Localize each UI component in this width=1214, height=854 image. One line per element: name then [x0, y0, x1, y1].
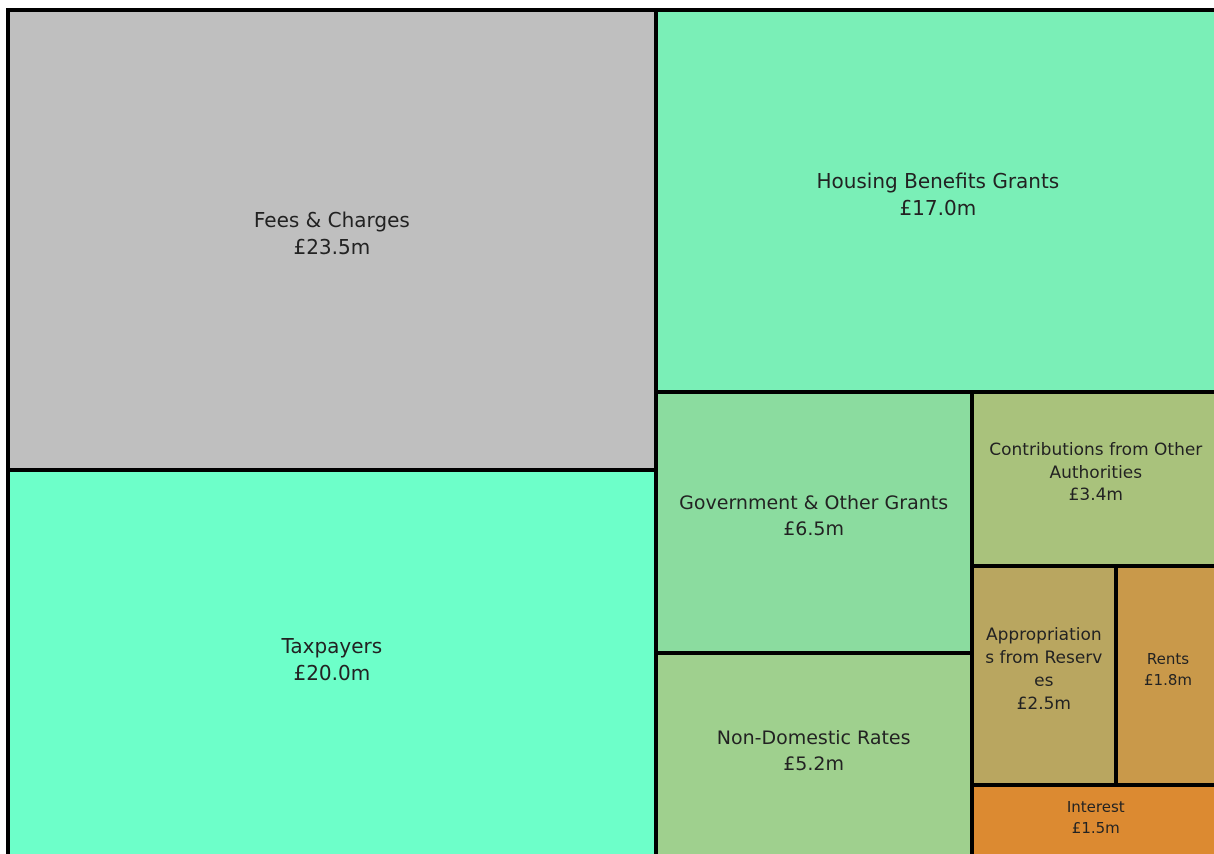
treemap-cell: Taxpayers £20.0m — [6, 468, 658, 854]
cell-value-label: £5.2m — [783, 752, 845, 775]
cell-value-label: £17.0m — [899, 196, 977, 221]
treemap-cell: Non-Domestic Rates £5.2m — [653, 651, 974, 854]
treemap-cell: Government & Other Grants £6.5m — [653, 390, 974, 656]
cell-label: Non-Domestic Rates — [716, 726, 911, 749]
cell-value-label: £1.8m — [1143, 670, 1192, 689]
treemap-cell: Rents £1.8m — [1114, 563, 1214, 788]
cell-label: Housing Benefits Grants — [816, 169, 1060, 194]
cell-label: Appropriations from Reserves — [985, 624, 1103, 691]
treemap-cell: Housing Benefits Grants £17.0m — [653, 8, 1214, 395]
cell-value-label: £2.5m — [1016, 693, 1071, 714]
treemap-cell: Fees & Charges £23.5m — [6, 8, 658, 473]
cell-value-label: £23.5m — [293, 235, 371, 260]
cell-label: Interest — [1066, 798, 1125, 817]
cell-value-label: £20.0m — [293, 661, 371, 686]
cell-label: Government & Other Grants — [679, 492, 949, 515]
cell-value-label: £6.5m — [783, 517, 845, 540]
cell-value-label: £1.5m — [1071, 818, 1120, 837]
cell-label: Fees & Charges — [253, 208, 410, 233]
cell-label: Contributions from Other Authorities — [989, 439, 1203, 483]
cell-label: Rents — [1146, 650, 1190, 669]
treemap-cell: Appropriations from Reserves £2.5m — [969, 563, 1118, 788]
cell-value-label: £3.4m — [1068, 485, 1123, 506]
cell-label: Taxpayers — [281, 634, 383, 659]
treemap-cell: Contributions from Other Authorities £3.4… — [969, 390, 1214, 568]
treemap-cell: Interest £1.5m — [969, 783, 1214, 854]
